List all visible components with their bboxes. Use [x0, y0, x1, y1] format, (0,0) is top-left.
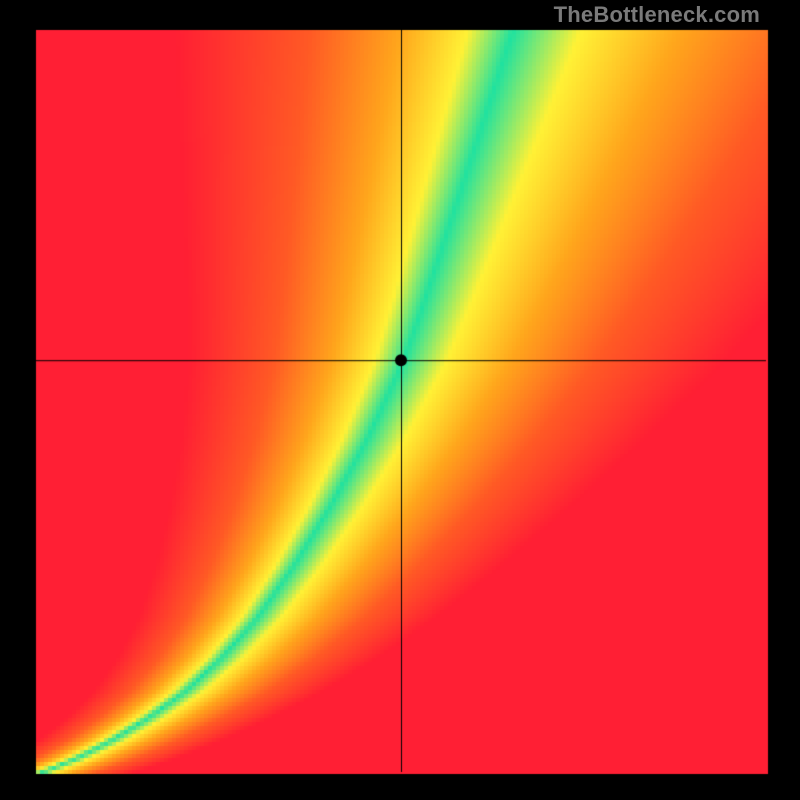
chart-container: TheBottleneck.com — [0, 0, 800, 800]
watermark: TheBottleneck.com — [554, 2, 760, 28]
bottleneck-heatmap — [0, 0, 800, 800]
